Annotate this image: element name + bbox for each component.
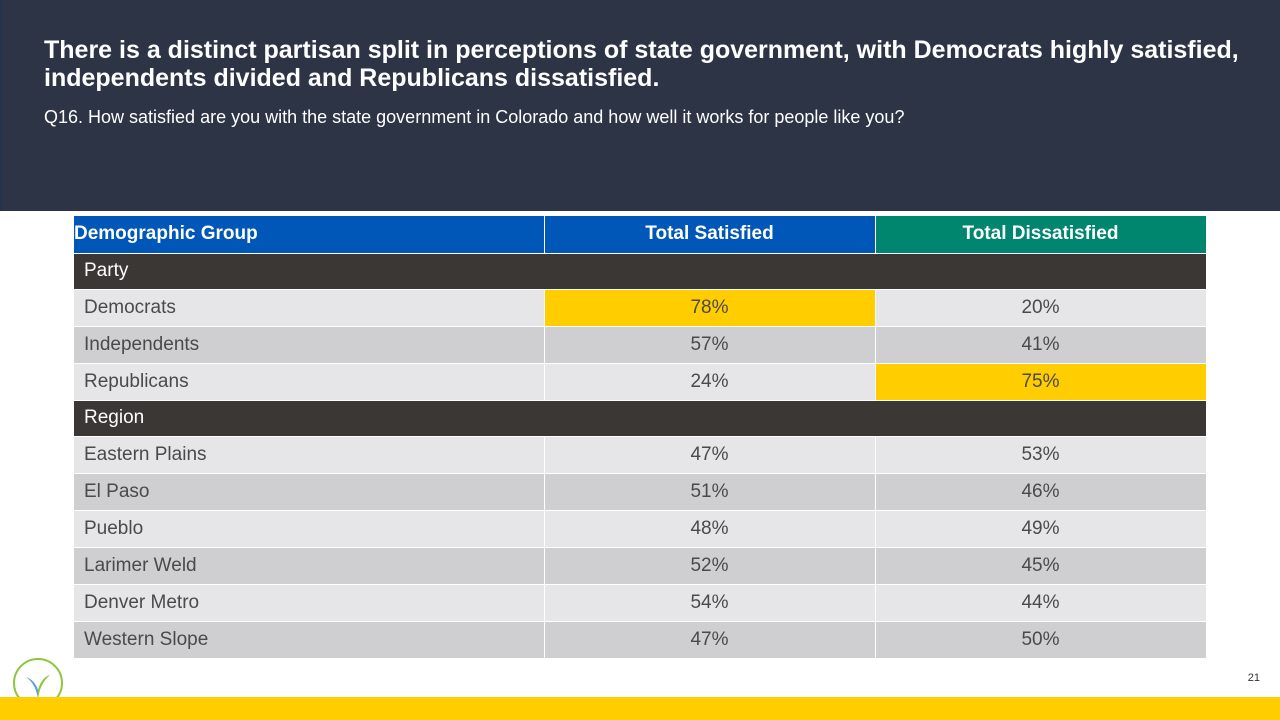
section-label: Region [74, 400, 1207, 437]
table-row: El Paso 51% 46% [74, 473, 1207, 511]
column-header-dissatisfied: Total Dissatisfied [875, 216, 1207, 254]
slide-title: There is a distinct partisan split in pe… [44, 36, 1239, 92]
dissatisfied-cell: 53% [875, 436, 1207, 474]
results-table: Demographic Group Total Satisfied Total … [74, 216, 1207, 659]
table-row: Republicans 24% 75% [74, 363, 1207, 401]
satisfied-cell: 51% [544, 473, 876, 511]
row-label: El Paso [74, 473, 545, 511]
satisfied-cell: 48% [544, 510, 876, 548]
section-row-party: Party [74, 253, 1207, 290]
row-label: Pueblo [74, 510, 545, 548]
column-header-group: Demographic Group [74, 216, 545, 254]
table-row: Independents 57% 41% [74, 326, 1207, 364]
footer-bar [0, 697, 1280, 720]
dissatisfied-cell: 45% [875, 547, 1207, 585]
satisfied-cell: 57% [544, 326, 876, 364]
row-label: Independents [74, 326, 545, 364]
row-label: Eastern Plains [74, 436, 545, 474]
row-label: Larimer Weld [74, 547, 545, 585]
satisfied-cell: 54% [544, 584, 876, 622]
table-row: Pueblo 48% 49% [74, 510, 1207, 548]
leaf-logo-icon-graphic [26, 675, 50, 700]
section-row-region: Region [74, 400, 1207, 437]
row-label: Democrats [74, 289, 545, 327]
table-row: Denver Metro 54% 44% [74, 584, 1207, 622]
dissatisfied-cell: 50% [875, 621, 1207, 659]
satisfied-cell: 78% [544, 289, 876, 327]
satisfied-cell: 47% [544, 436, 876, 474]
page-number: 21 [1247, 672, 1260, 684]
column-header-satisfied: Total Satisfied [544, 216, 876, 254]
satisfied-cell: 47% [544, 621, 876, 659]
row-label: Western Slope [74, 621, 545, 659]
table-row: Democrats 78% 20% [74, 289, 1207, 327]
slide-header: There is a distinct partisan split in pe… [0, 0, 1280, 211]
dissatisfied-cell: 20% [875, 289, 1207, 327]
satisfied-cell: 52% [544, 547, 876, 585]
dissatisfied-cell: 46% [875, 473, 1207, 511]
row-label: Republicans [74, 363, 545, 401]
dissatisfied-cell: 75% [875, 363, 1207, 401]
dissatisfied-cell: 41% [875, 326, 1207, 364]
satisfied-cell: 24% [544, 363, 876, 401]
dissatisfied-cell: 44% [875, 584, 1207, 622]
slide-subtitle: Q16. How satisfied are you with the stat… [44, 107, 905, 127]
section-label: Party [74, 253, 1207, 290]
table-header-row: Demographic Group Total Satisfied Total … [74, 216, 1207, 254]
table-row: Eastern Plains 47% 53% [74, 436, 1207, 474]
table-row: Western Slope 47% 50% [74, 621, 1207, 659]
table-row: Larimer Weld 52% 45% [74, 547, 1207, 585]
dissatisfied-cell: 49% [875, 510, 1207, 548]
row-label: Denver Metro [74, 584, 545, 622]
